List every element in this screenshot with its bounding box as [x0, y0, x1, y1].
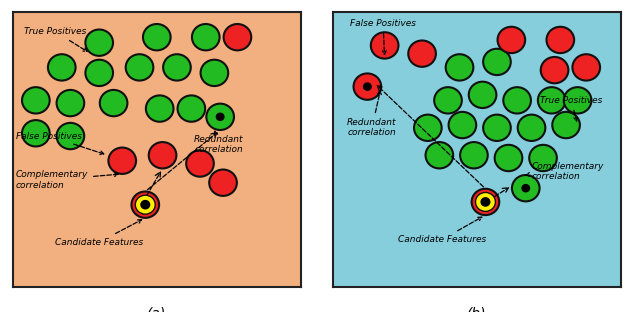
Text: (b): (b)	[467, 306, 486, 312]
Text: (a): (a)	[147, 306, 166, 312]
Circle shape	[85, 30, 113, 56]
Circle shape	[541, 57, 568, 83]
Text: Redundant
correlation: Redundant correlation	[347, 91, 397, 138]
Text: Complementary
correlation: Complementary correlation	[525, 162, 604, 181]
Circle shape	[209, 169, 237, 196]
Circle shape	[200, 60, 228, 86]
Circle shape	[552, 112, 580, 138]
Text: Candidate Features: Candidate Features	[55, 220, 143, 246]
Circle shape	[460, 142, 488, 168]
Circle shape	[518, 115, 545, 141]
Circle shape	[163, 54, 191, 80]
Circle shape	[497, 27, 525, 53]
Circle shape	[100, 90, 127, 116]
Circle shape	[495, 145, 522, 171]
Circle shape	[216, 113, 224, 120]
Circle shape	[22, 120, 50, 146]
Circle shape	[468, 82, 497, 108]
Circle shape	[449, 112, 476, 138]
Circle shape	[483, 115, 511, 141]
Circle shape	[223, 24, 252, 50]
Circle shape	[529, 145, 557, 171]
Text: Candidate Features: Candidate Features	[398, 217, 486, 244]
Circle shape	[22, 87, 50, 114]
Text: True Positives: True Positives	[24, 27, 87, 51]
Circle shape	[192, 24, 220, 50]
Circle shape	[483, 49, 511, 75]
Circle shape	[414, 115, 442, 141]
Circle shape	[131, 192, 159, 218]
Circle shape	[364, 83, 371, 90]
Circle shape	[472, 189, 499, 215]
Circle shape	[135, 195, 156, 214]
Circle shape	[353, 73, 381, 100]
Circle shape	[426, 142, 453, 168]
Text: Redundant
correlation: Redundant correlation	[195, 131, 244, 154]
Circle shape	[141, 201, 150, 209]
Circle shape	[143, 24, 171, 50]
Circle shape	[481, 198, 490, 206]
Circle shape	[146, 95, 173, 122]
Circle shape	[48, 54, 76, 80]
Circle shape	[148, 142, 177, 168]
Circle shape	[206, 104, 234, 130]
Circle shape	[434, 87, 462, 114]
Circle shape	[572, 54, 600, 80]
Circle shape	[85, 60, 113, 86]
Circle shape	[503, 87, 531, 114]
Circle shape	[522, 185, 529, 192]
Circle shape	[186, 150, 214, 177]
Circle shape	[408, 41, 436, 67]
Circle shape	[56, 90, 84, 116]
Circle shape	[512, 175, 540, 201]
Text: False Positives: False Positives	[15, 132, 104, 154]
Circle shape	[125, 54, 154, 80]
Text: Complementary
correlation: Complementary correlation	[15, 170, 118, 190]
Text: True Positives: True Positives	[540, 96, 602, 121]
Circle shape	[538, 87, 566, 114]
Circle shape	[564, 87, 591, 114]
Circle shape	[56, 123, 84, 149]
Circle shape	[445, 54, 474, 80]
Circle shape	[108, 148, 136, 174]
Text: False Positives: False Positives	[350, 19, 416, 54]
Circle shape	[476, 193, 495, 212]
Circle shape	[177, 95, 205, 122]
Circle shape	[371, 32, 399, 59]
Circle shape	[547, 27, 574, 53]
